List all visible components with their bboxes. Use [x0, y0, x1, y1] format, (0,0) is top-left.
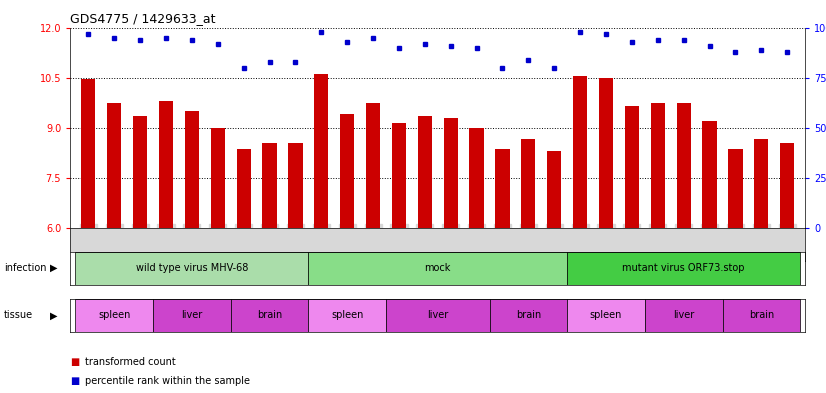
Bar — [185, 111, 199, 228]
Text: transformed count: transformed count — [85, 356, 176, 367]
Bar — [340, 114, 354, 228]
Text: liver: liver — [181, 310, 202, 320]
Text: mock: mock — [425, 263, 451, 273]
Text: ■: ■ — [70, 376, 79, 386]
Bar — [521, 140, 535, 228]
Bar — [211, 128, 225, 228]
Text: percentile rank within the sample: percentile rank within the sample — [85, 376, 250, 386]
Text: mutant virus ORF73.stop: mutant virus ORF73.stop — [623, 263, 745, 273]
Bar — [729, 149, 743, 228]
Text: liver: liver — [673, 310, 695, 320]
Bar — [418, 116, 432, 228]
Bar — [780, 143, 795, 228]
Bar — [567, 252, 800, 285]
Bar — [75, 299, 153, 332]
Bar — [288, 143, 302, 228]
Text: ■: ■ — [70, 356, 79, 367]
Bar — [624, 106, 639, 228]
Text: brain: brain — [257, 310, 282, 320]
Bar — [81, 79, 96, 228]
Text: wild type virus MHV-68: wild type virus MHV-68 — [135, 263, 248, 273]
Text: ▶: ▶ — [50, 310, 58, 320]
Bar — [469, 128, 484, 228]
Bar — [314, 74, 329, 228]
Bar — [308, 299, 386, 332]
Text: spleen: spleen — [590, 310, 622, 320]
Bar — [645, 299, 723, 332]
Bar — [159, 101, 173, 228]
Bar — [392, 123, 406, 228]
Bar — [230, 299, 308, 332]
Bar — [567, 299, 645, 332]
Text: spleen: spleen — [98, 310, 131, 320]
Bar — [573, 76, 587, 228]
Text: ▶: ▶ — [50, 263, 58, 273]
Bar — [75, 252, 308, 285]
Bar — [444, 118, 458, 228]
Text: brain: brain — [748, 310, 774, 320]
Bar — [490, 299, 567, 332]
Bar — [308, 252, 567, 285]
Bar — [107, 103, 121, 228]
Bar — [366, 103, 380, 228]
Bar — [496, 149, 510, 228]
Text: spleen: spleen — [331, 310, 363, 320]
Text: brain: brain — [515, 310, 541, 320]
Bar — [754, 140, 768, 228]
Bar — [651, 103, 665, 228]
Text: tissue: tissue — [4, 310, 33, 320]
Bar — [547, 151, 562, 228]
Bar — [599, 78, 613, 228]
Bar — [386, 299, 490, 332]
Bar — [263, 143, 277, 228]
Text: GDS4775 / 1429633_at: GDS4775 / 1429633_at — [70, 12, 216, 25]
Text: infection: infection — [4, 263, 46, 273]
Text: liver: liver — [427, 310, 449, 320]
Bar — [676, 103, 691, 228]
Bar — [133, 116, 147, 228]
Bar — [236, 149, 251, 228]
Bar — [153, 299, 230, 332]
Bar — [723, 299, 800, 332]
Bar — [702, 121, 717, 228]
